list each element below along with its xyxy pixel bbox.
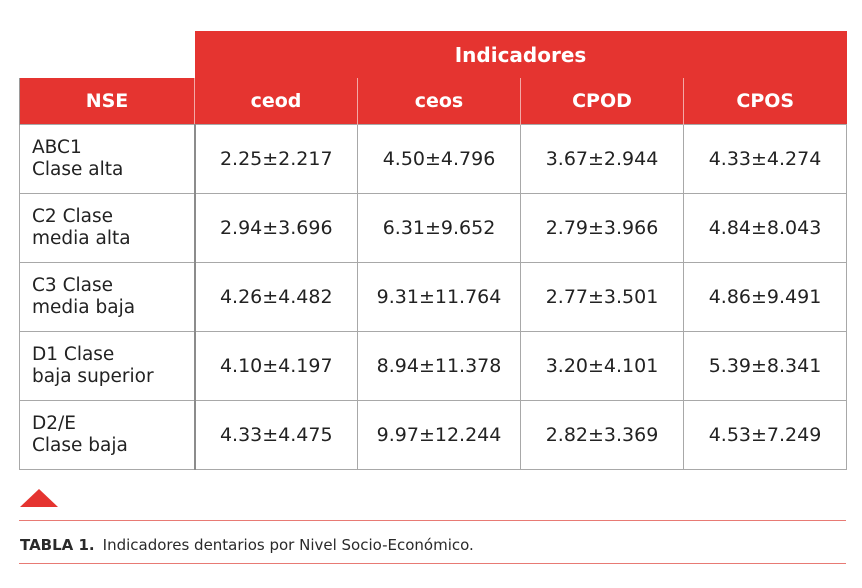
column-header-nse: NSE bbox=[19, 77, 195, 125]
row-label: ABC1 Clase alta bbox=[19, 124, 196, 194]
table-cell: 5.39±8.341 bbox=[682, 331, 848, 401]
row-label: D2/E Clase baja bbox=[19, 400, 196, 470]
row-label: C2 Clase media alta bbox=[19, 193, 196, 263]
table-row: D2/E Clase baja 4.33±4.475 9.97±12.244 2… bbox=[19, 400, 848, 470]
caption-label: TABLA 1. bbox=[20, 536, 95, 554]
group-header-row: Indicadores bbox=[19, 31, 847, 78]
group-header-indicadores: Indicadores bbox=[194, 31, 847, 78]
table-cell: 2.82±3.369 bbox=[520, 400, 684, 470]
row-label-line1: ABC1 bbox=[32, 137, 82, 158]
table-cell: 4.33±4.475 bbox=[194, 400, 358, 470]
column-header-cpos: CPOS bbox=[682, 77, 847, 125]
caption-bottom-rule bbox=[19, 563, 846, 564]
row-label-line1: D2/E bbox=[32, 413, 76, 434]
row-label-line1: C2 Clase bbox=[32, 206, 113, 227]
table-cell: 8.94±11.378 bbox=[357, 331, 521, 401]
row-label-line1: D1 Clase bbox=[32, 344, 115, 365]
header-blank-cell bbox=[19, 31, 195, 78]
table-cell: 4.26±4.482 bbox=[194, 262, 358, 332]
table-row: C3 Clase media baja 4.26±4.482 9.31±11.7… bbox=[19, 262, 848, 332]
row-label: C3 Clase media baja bbox=[19, 262, 196, 332]
row-label-line2: Clase alta bbox=[32, 159, 124, 180]
table-cell: 2.79±3.966 bbox=[520, 193, 684, 263]
table-cell: 2.94±3.696 bbox=[194, 193, 358, 263]
table-cell: 4.33±4.274 bbox=[682, 124, 848, 194]
table-cell: 9.97±12.244 bbox=[357, 400, 521, 470]
table-cell: 9.31±11.764 bbox=[357, 262, 521, 332]
column-header-cpod: CPOD bbox=[520, 77, 684, 125]
table-row: ABC1 Clase alta 2.25±2.217 4.50±4.796 3.… bbox=[19, 124, 848, 194]
table-cell: 3.67±2.944 bbox=[520, 124, 684, 194]
row-label: D1 Clase baja superior bbox=[19, 331, 196, 401]
table-cell: 4.86±9.491 bbox=[682, 262, 848, 332]
row-label-line2: media alta bbox=[32, 228, 131, 249]
table-cell: 4.84±8.043 bbox=[682, 193, 848, 263]
indicators-table: Indicadores NSE ceod ceos CPOD CPOS ABC1… bbox=[19, 31, 848, 470]
table-cell: 6.31±9.652 bbox=[357, 193, 521, 263]
column-header-row: NSE ceod ceos CPOD CPOS bbox=[19, 77, 847, 125]
column-header-ceos: ceos bbox=[357, 77, 521, 125]
table-cell: 2.25±2.217 bbox=[194, 124, 358, 194]
column-header-ceod: ceod bbox=[194, 77, 358, 125]
caption-top-rule bbox=[19, 520, 846, 521]
triangle-marker-icon bbox=[20, 489, 58, 507]
table-cell: 3.20±4.101 bbox=[520, 331, 684, 401]
row-label-line2: Clase baja bbox=[32, 435, 128, 456]
table-cell: 4.53±7.249 bbox=[682, 400, 848, 470]
row-label-line2: media baja bbox=[32, 297, 136, 318]
table-row: C2 Clase media alta 2.94±3.696 6.31±9.65… bbox=[19, 193, 848, 263]
caption-text: Indicadores dentarios por Nivel Socio-Ec… bbox=[102, 536, 474, 554]
table-caption: TABLA 1. Indicadores dentarios por Nivel … bbox=[20, 536, 474, 554]
table-row: D1 Clase baja superior 4.10±4.197 8.94±1… bbox=[19, 331, 848, 401]
table-cell: 2.77±3.501 bbox=[520, 262, 684, 332]
table-cell: 4.50±4.796 bbox=[357, 124, 521, 194]
table-cell: 4.10±4.197 bbox=[194, 331, 358, 401]
row-label-line1: C3 Clase bbox=[32, 275, 113, 296]
table-container: Indicadores NSE ceod ceos CPOD CPOS ABC1… bbox=[19, 31, 848, 470]
row-label-line2: baja superior bbox=[32, 366, 154, 387]
